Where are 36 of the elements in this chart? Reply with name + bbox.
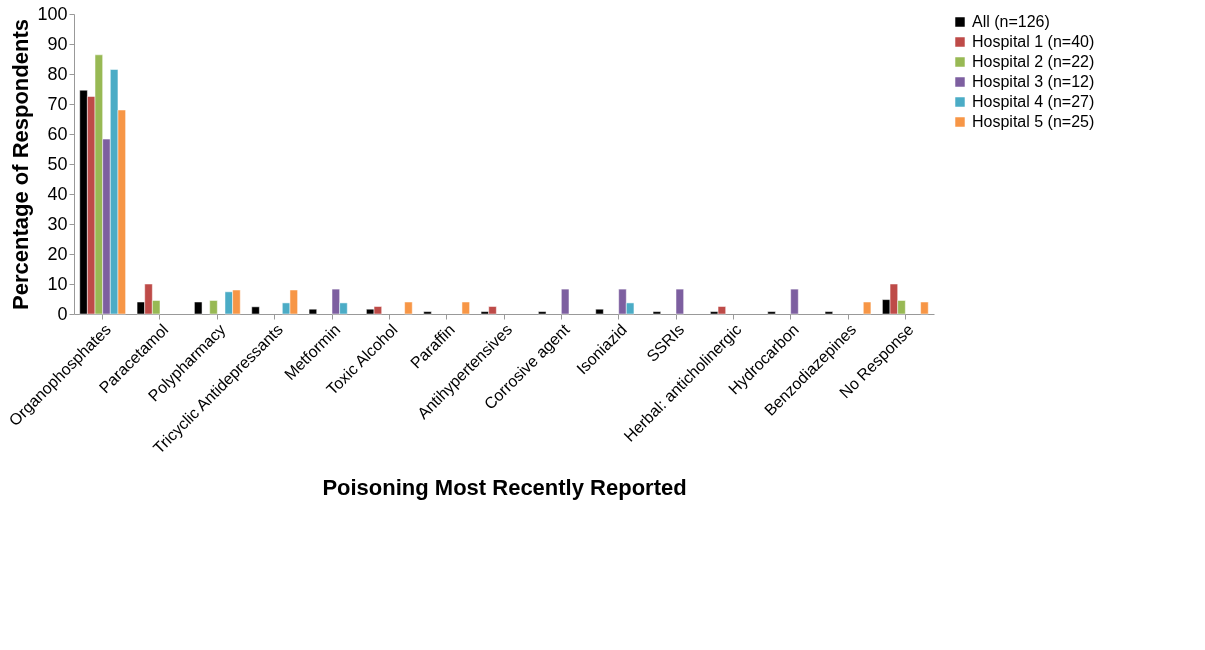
bar bbox=[538, 311, 547, 315]
y-tick-label: 0 bbox=[57, 303, 68, 324]
y-tick-label: 70 bbox=[47, 93, 68, 114]
bar bbox=[675, 288, 684, 315]
y-tick-label: 40 bbox=[47, 183, 68, 204]
bar bbox=[308, 308, 317, 315]
legend-label: Hospital 4 (n=27) bbox=[972, 93, 1095, 110]
bar bbox=[251, 306, 260, 315]
y-tick-label: 100 bbox=[37, 3, 68, 24]
bar bbox=[209, 300, 218, 315]
y-tick-label: 10 bbox=[47, 273, 68, 294]
y-tick-label: 20 bbox=[47, 243, 68, 264]
bar bbox=[824, 311, 833, 315]
bar bbox=[863, 301, 872, 315]
bar bbox=[561, 288, 570, 315]
bar bbox=[790, 288, 799, 315]
y-tick-label: 60 bbox=[47, 123, 68, 144]
bar bbox=[767, 311, 776, 315]
bar bbox=[920, 301, 929, 315]
bar bbox=[595, 308, 604, 315]
legend-label: Hospital 3 (n=12) bbox=[972, 73, 1095, 90]
y-tick-label: 90 bbox=[47, 33, 68, 54]
bar bbox=[461, 301, 470, 315]
legend-label: Hospital 2 (n=22) bbox=[972, 53, 1095, 70]
bar bbox=[194, 301, 203, 315]
legend-label: All (n=126) bbox=[972, 13, 1050, 30]
y-axis-title: Percentage of Respondents bbox=[8, 19, 34, 310]
y-tick-label: 30 bbox=[47, 213, 68, 234]
bar bbox=[423, 311, 432, 315]
y-tick-label: 50 bbox=[47, 153, 68, 174]
x-axis-title: Poisoning Most Recently Reported bbox=[322, 474, 687, 500]
bar bbox=[652, 311, 661, 315]
legend-label: Hospital 5 (n=25) bbox=[972, 113, 1095, 130]
bar bbox=[404, 301, 413, 315]
y-tick-label: 80 bbox=[47, 63, 68, 84]
legend-label: Hospital 1 (n=40) bbox=[972, 33, 1095, 50]
